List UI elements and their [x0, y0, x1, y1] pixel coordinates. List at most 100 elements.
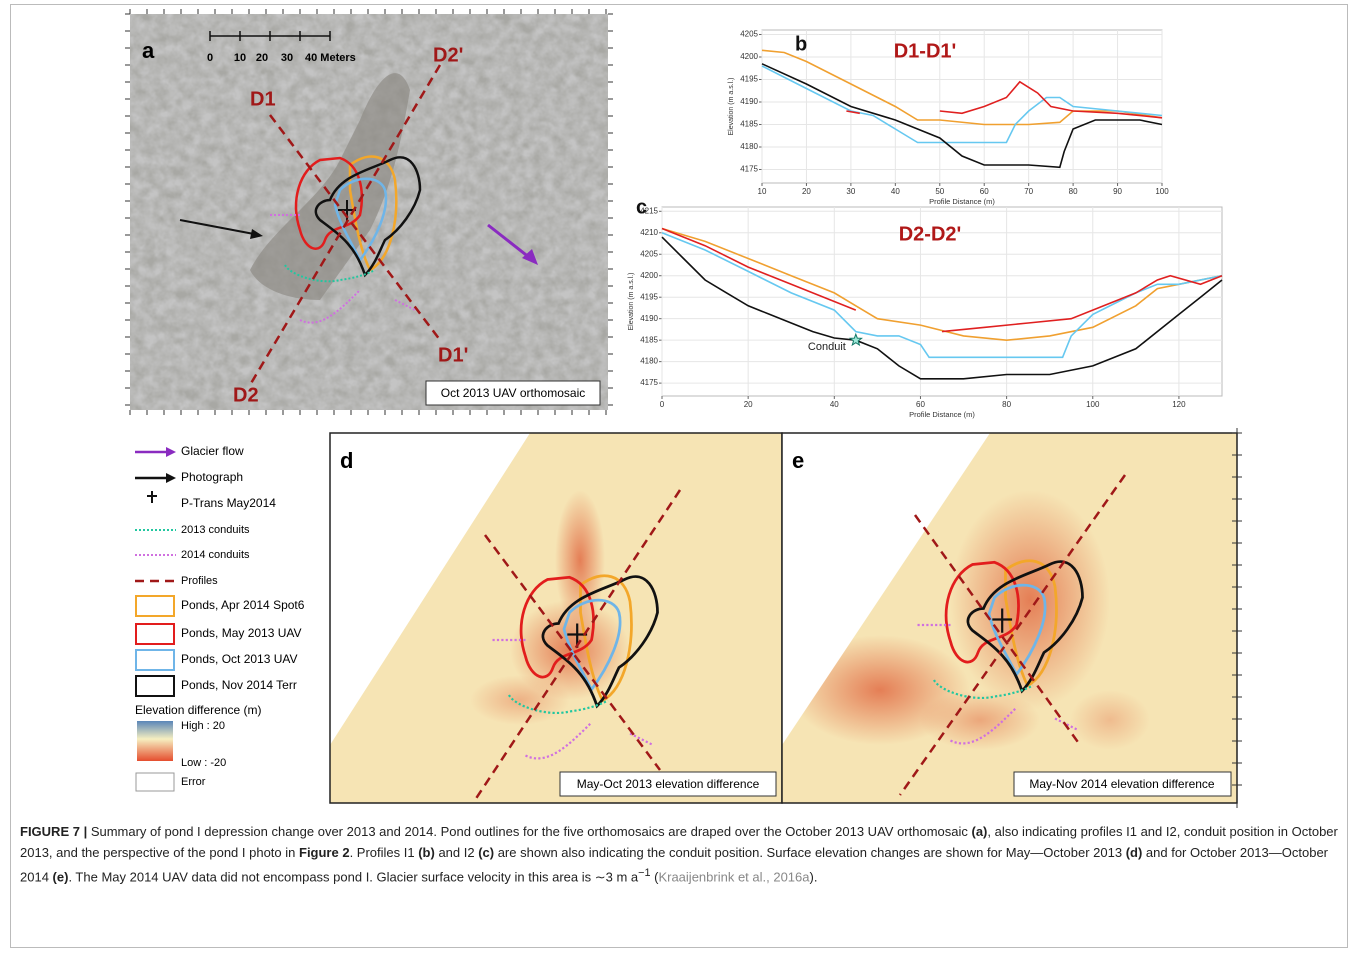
x-tick-label: 70: [1024, 187, 1033, 196]
chart: 4175 4180 4185 4190 4195 4200 4205 4210 4215 0 20 4…: [628, 196, 1223, 419]
x-tick-label: 100: [1155, 187, 1169, 196]
caption-text: Summary of pond I depression change over…: [87, 824, 972, 839]
legend-label: Ponds, Oct 2013 UAV: [181, 652, 298, 666]
x-tick-label: 60: [916, 400, 925, 409]
y-tick-label: 4200: [640, 271, 658, 280]
panel-a: a 0 10 20 30 40 Meters D1 D2' D1' D2 Oct…: [130, 14, 608, 410]
flow-arrowhead: [522, 249, 538, 265]
x-tick-label: 40: [830, 400, 839, 409]
legend-label: P-Trans May2014: [181, 496, 276, 510]
frame-tick: [125, 9, 613, 415]
x-tick-label: 50: [935, 187, 944, 196]
panel-label: b: [795, 33, 807, 55]
x-tick-label: 80: [1069, 187, 1078, 196]
scale-label: 40 Meters: [305, 52, 356, 64]
profile-lines: [248, 64, 442, 386]
profile-label: D2': [433, 44, 463, 66]
colorbar: [137, 721, 173, 761]
depression: [250, 73, 410, 300]
y-tick-label: 4200: [740, 52, 758, 61]
series-line: [761, 65, 1163, 144]
chart-title: D2-D2': [899, 223, 962, 245]
series-line: [661, 227, 1223, 342]
panel-caption: Oct 2013 UAV orthomosaic: [441, 386, 586, 400]
caption-text: and for October 2013—October 2014: [20, 844, 1329, 885]
photo-arrow: [179, 219, 255, 235]
y-tick-label: 4180: [640, 357, 658, 366]
series-line: [661, 227, 1223, 333]
y-tick-label: 4195: [740, 75, 758, 84]
panel-caption: May-Oct 2013 elevation difference: [577, 777, 760, 791]
caption-text: are shown also indicating the conduit po…: [494, 844, 1126, 860]
caption-ref: (c): [478, 844, 495, 860]
colorbar-label: Low : -20: [181, 757, 226, 769]
caption-text: . Profiles I1: [349, 844, 419, 860]
scale-bar: 0 10 20 30 40 Meters: [207, 31, 356, 64]
profile-label: D2: [233, 384, 259, 406]
plot-area: [761, 29, 1163, 184]
panel-label: c: [636, 196, 647, 218]
caption-ref: Figure 2: [299, 844, 350, 860]
x-axis-label: Profile Distance (m): [909, 410, 975, 419]
caption-text: , also indicating profiles I1 and I2, co…: [20, 824, 1338, 860]
chart-title: D1-D1': [894, 40, 957, 62]
x-tick-label: 80: [1002, 400, 1011, 409]
frame-ticks: [125, 9, 1242, 808]
caption-text: ).: [809, 869, 818, 885]
y-axis-label: Elevation (m a.s.l.): [628, 273, 635, 331]
legend-label: Ponds, Nov 2014 Terr: [181, 678, 297, 692]
panel-label: d: [340, 448, 353, 473]
x-tick-label: 60: [980, 187, 989, 196]
frame-tick: [1232, 428, 1242, 808]
panel-e: e May-Nov 2014 elevation difference: [781, 432, 1238, 804]
figure: a 0 10 20 30 40 Meters D1 D2' D1' D2 Oct…: [125, 9, 1242, 808]
y-tick-label: 4205: [640, 249, 658, 258]
scale-label: 20: [256, 52, 268, 64]
figure-frame: [10, 4, 1348, 948]
x-tick-label: 10: [758, 187, 767, 196]
scale-label: 30: [281, 52, 293, 64]
legend-label: Photograph: [181, 470, 243, 484]
y-tick-label: 4175: [640, 378, 658, 387]
y-tick-label: 4205: [740, 30, 758, 39]
caption-text: (: [650, 869, 659, 885]
x-tick-label: 100: [1086, 400, 1100, 409]
x-tick-label: 90: [1113, 187, 1122, 196]
panel-caption: May-Nov 2014 elevation difference: [1029, 777, 1215, 791]
caption-text: . The May 2014 UAV data did not encompas…: [68, 869, 639, 885]
caption-box: [425, 380, 601, 406]
chart: 4175 4180 4185 4190 4195 4200 4205 10 20 30 40 50 60…: [728, 29, 1169, 206]
legend: Glacier flow Photograph P-Trans May2014 …: [135, 444, 305, 792]
y-tick-label: 4195: [640, 292, 658, 301]
y-tick-label: 4210: [640, 228, 658, 237]
profile-label: D1: [250, 88, 276, 110]
legend-label: Profiles: [181, 575, 218, 587]
series-line: [846, 80, 1163, 119]
caption-ref: (a): [971, 824, 988, 839]
caption-ref: (b): [418, 844, 435, 860]
y-tick-label: 4215: [640, 206, 658, 215]
x-tick-label: 0: [660, 400, 665, 409]
legend-label: Ponds, Apr 2014 Spot6: [181, 598, 305, 612]
series-line: [661, 236, 1223, 380]
flow-arrow: [487, 223, 531, 260]
y-tick-label: 4190: [640, 314, 658, 323]
x-axis-label: Profile Distance (m): [929, 197, 995, 206]
x-tick-label: 120: [1172, 400, 1186, 409]
caption-lead: FIGURE 7 |: [20, 824, 88, 839]
scale-label: 0: [207, 52, 213, 64]
y-tick-label: 4175: [740, 165, 758, 174]
y-tick-label: 4190: [740, 97, 758, 106]
panel-label: e: [792, 448, 804, 473]
y-tick-label: 4180: [740, 142, 758, 151]
caption-superscript: −1: [638, 867, 651, 879]
colorbar-label: High : 20: [181, 720, 225, 732]
legend-label: 2014 conduits: [181, 549, 250, 561]
x-tick-label: 30: [846, 187, 855, 196]
conduit-marker: [848, 332, 863, 347]
y-tick-label: 4185: [740, 120, 758, 129]
figure-caption: FIGURE 7 | Summary of pond I depression …: [20, 822, 1340, 888]
x-tick-label: 20: [802, 187, 811, 196]
citation[interactable]: Kraaijenbrink et al., 2016a: [658, 869, 810, 885]
y-tick-label: 4185: [640, 335, 658, 344]
